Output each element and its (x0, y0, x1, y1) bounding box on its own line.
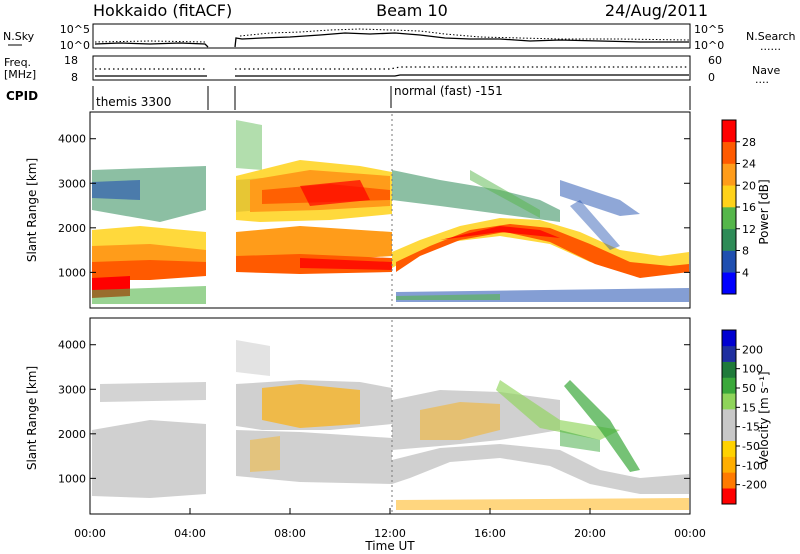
velocity-xtick-label: 20:00 (574, 527, 606, 540)
station-title: Hokkaido (fitACF) (93, 1, 232, 20)
velocity-ytick-label: 4000 (58, 339, 86, 352)
power-colorbar-swatch (722, 120, 736, 143)
nsky-trace (94, 32, 689, 48)
power-colorbar: 4 8 12 16 20 24 28 Power [dB] (721, 119, 771, 295)
power-colorbar-swatch (722, 207, 736, 230)
nsky-ytick-bottom: 10^0 (60, 39, 90, 52)
power-ytick-label: 1000 (58, 266, 86, 279)
velocity-colorbar-tick-label: 50 (742, 382, 756, 395)
velocity-colorbar-swatch (722, 440, 736, 457)
nsearch-dots: ...... (760, 40, 781, 53)
power-colorbar-label: Power [dB] (757, 179, 771, 244)
power-colorbar-swatch (722, 250, 736, 273)
power-colorbar-swatch (722, 185, 736, 208)
freq-label: Freq. (4, 56, 31, 69)
power-colorbar-swatch (722, 272, 736, 295)
velocity-colorbar-swatch (722, 345, 736, 362)
nsky-label: N.Sky (3, 30, 35, 43)
velocity-xlabel: Time UT (364, 539, 415, 553)
velocity-colorbar-swatch (722, 330, 736, 347)
nave-tick-top: 60 (708, 54, 722, 67)
power-colorbar-tick-label: 4 (742, 266, 749, 279)
nsky-panel: N.Sky 10^5 10^0 10^5 10^0 N.Search .....… (3, 23, 796, 53)
power-colorbar-swatch (722, 141, 736, 164)
power-panel: Slant Range [km] 1000 2000 3000 4000 (25, 111, 691, 309)
velocity-colorbar-swatch (722, 361, 736, 378)
power-field (92, 120, 689, 304)
velocity-yaxis: 1000 2000 3000 4000 (58, 339, 690, 485)
velocity-colorbar-tick-label: 15 (742, 401, 756, 414)
velocity-colorbar-swatch (722, 409, 736, 426)
velocity-colorbar-tick-label: -200 (742, 479, 767, 492)
velocity-colorbar-swatch (722, 488, 736, 505)
cpid-label: CPID (6, 89, 38, 103)
cpid-mode-normal: normal (fast) -151 (394, 84, 503, 98)
velocity-ytick-label: 3000 (58, 383, 86, 396)
power-colorbar-tick-label: 8 (742, 245, 749, 258)
velocity-colorbar: -200 -100 -50 -15 15 50 100 200 Velocity [m s⁻¹… (721, 329, 771, 505)
power-colorbar-tick-label: 28 (742, 136, 756, 149)
velocity-colorbar-tick-label: 200 (742, 343, 763, 356)
power-colorbar-tick-label: 16 (742, 201, 756, 214)
date-title: 24/Aug/2011 (605, 1, 708, 20)
nave-dots: .... (755, 73, 769, 86)
power-ytick-label: 2000 (58, 222, 86, 235)
nave-trace (95, 66, 689, 70)
power-ytick-label: 4000 (58, 133, 86, 146)
velocity-field (92, 340, 689, 510)
freq-tick-top: 18 (64, 54, 78, 67)
velocity-colorbar-tick-label: -15 (742, 421, 760, 434)
velocity-ylabel: Slant Range [km] (25, 366, 39, 470)
nsearch-ytick-top: 10^5 (694, 23, 724, 36)
power-ytick-label: 3000 (58, 177, 86, 190)
velocity-xaxis: 00:00 04:00 08:00 12:00 16:00 20:00 00:00 (74, 508, 706, 540)
velocity-colorbar-tick-label: -50 (742, 440, 760, 453)
velocity-colorbar-swatch (722, 456, 736, 473)
cpid-mode-themis: themis 3300 (96, 95, 171, 109)
freq-trace (95, 74, 689, 77)
beam-title: Beam 10 (376, 1, 448, 20)
cpid-strip: CPID themis 3300 normal (fast) -151 (6, 84, 691, 110)
velocity-xtick-label: 04:00 (174, 527, 206, 540)
velocity-colorbar-swatch (722, 377, 736, 394)
velocity-colorbar-swatch (722, 472, 736, 489)
power-yaxis: 1000 2000 3000 4000 (58, 133, 690, 279)
nave-label: Nave (752, 64, 780, 77)
nsearch-trace (94, 28, 690, 43)
power-ylabel: Slant Range [km] (25, 158, 39, 262)
nsearch-ytick-bottom: 10^0 (694, 39, 724, 52)
power-colorbar-swatch (722, 228, 736, 251)
freq-tick-bottom: 8 (71, 71, 78, 84)
freq-panel: Freq. [MHz] 18 8 60 0 Nave .... (4, 54, 780, 86)
velocity-xtick-label: 00:00 (674, 527, 706, 540)
velocity-colorbar-label: Velocity [m s⁻¹] (757, 371, 771, 464)
power-colorbar-tick-label: 20 (742, 179, 756, 192)
velocity-xtick-label: 08:00 (274, 527, 306, 540)
power-colorbar-tick-label: 24 (742, 158, 756, 171)
velocity-ytick-label: 1000 (58, 472, 86, 485)
velocity-xtick-label: 12:00 (374, 527, 406, 540)
velocity-colorbar-tick-label: -100 (742, 459, 767, 472)
velocity-xtick-label: 16:00 (474, 527, 506, 540)
velocity-colorbar-swatch (722, 393, 736, 410)
velocity-colorbar-tick-label: 100 (742, 363, 763, 376)
nsky-ytick-top: 10^5 (60, 23, 90, 36)
velocity-colorbar-swatch (722, 424, 736, 442)
nsearch-label: N.Search (746, 30, 796, 43)
velocity-ytick-label: 2000 (58, 428, 86, 441)
nave-tick-bottom: 0 (708, 71, 715, 84)
power-colorbar-tick-label: 12 (742, 223, 756, 236)
velocity-xtick-label: 00:00 (74, 527, 106, 540)
power-colorbar-swatch (722, 163, 736, 186)
freq-unit-label: [MHz] (4, 68, 36, 81)
